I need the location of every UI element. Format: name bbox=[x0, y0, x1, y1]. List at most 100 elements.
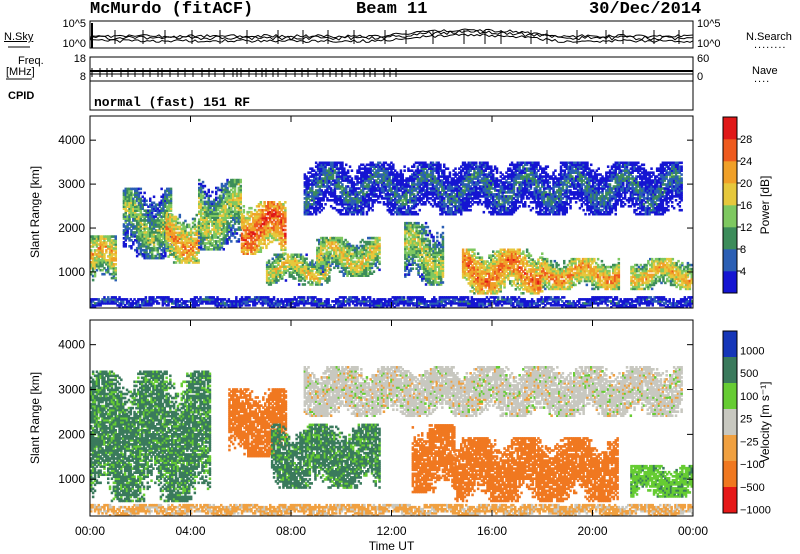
heatmap-cell bbox=[164, 199, 167, 203]
heatmap-cell bbox=[370, 252, 374, 256]
heatmap-cell bbox=[240, 246, 244, 250]
heatmap-cell bbox=[509, 270, 512, 273]
heatmap-cell bbox=[527, 280, 531, 283]
heatmap-cell bbox=[669, 267, 673, 271]
heatmap-cell bbox=[426, 239, 430, 243]
heatmap-cell bbox=[180, 239, 183, 243]
heatmap-cell bbox=[602, 277, 605, 281]
heatmap-cell bbox=[176, 233, 180, 237]
heatmap-cell bbox=[282, 261, 286, 264]
heatmap-cell bbox=[188, 225, 191, 229]
heatmap-cell bbox=[361, 272, 364, 275]
heatmap-cell bbox=[374, 264, 377, 268]
heatmap-cell bbox=[505, 258, 508, 261]
heatmap-cell bbox=[323, 252, 327, 256]
heatmap-cell bbox=[321, 266, 325, 270]
heatmap-cell bbox=[557, 273, 560, 277]
heatmap-cell bbox=[549, 269, 553, 273]
heatmap-cell bbox=[313, 277, 316, 280]
heatmap-cell bbox=[634, 277, 637, 281]
heatmap-cell bbox=[167, 227, 170, 231]
heatmap-cell bbox=[413, 235, 416, 239]
heatmap-cell bbox=[335, 256, 338, 260]
heatmap-cell bbox=[421, 241, 424, 245]
heatmap-cell bbox=[405, 251, 409, 255]
heatmap-cell bbox=[559, 271, 562, 275]
heatmap-cell bbox=[430, 271, 433, 274]
heatmap-cell bbox=[154, 207, 158, 210]
heatmap-cell bbox=[284, 216, 287, 220]
heatmap-cell bbox=[514, 250, 518, 253]
heatmap-cell bbox=[647, 275, 650, 279]
heatmap-cell bbox=[539, 272, 542, 275]
heatmap-cell bbox=[461, 266, 465, 269]
heatmap-cell bbox=[265, 236, 268, 240]
heatmap-cell bbox=[135, 254, 139, 258]
heatmap-cell bbox=[615, 285, 619, 289]
heatmap-cell bbox=[432, 237, 435, 241]
heatmap-cell bbox=[207, 214, 210, 217]
heatmap-cell bbox=[224, 240, 227, 243]
heatmap-cell bbox=[265, 216, 268, 220]
heatmap-cell bbox=[329, 236, 332, 240]
heatmap-cell bbox=[288, 255, 291, 259]
heatmap-cell bbox=[476, 272, 480, 275]
heatmap-cell bbox=[150, 256, 154, 260]
heatmap-cell bbox=[156, 219, 160, 222]
heatmap-cell bbox=[537, 292, 540, 295]
heatmap-cell bbox=[634, 269, 637, 273]
heatmap-cell bbox=[135, 229, 139, 232]
heatmap-cell bbox=[252, 246, 255, 250]
heatmap-cell bbox=[432, 251, 435, 255]
heatmap-cell bbox=[307, 269, 310, 272]
heatmap-cell bbox=[267, 220, 270, 224]
heatmap-cell bbox=[203, 218, 207, 221]
heatmap-cell bbox=[176, 247, 180, 250]
heatmap-cell bbox=[280, 203, 283, 206]
heatmap-cell bbox=[503, 250, 506, 253]
heatmap-cell bbox=[164, 223, 167, 226]
heatmap-cell bbox=[351, 244, 355, 248]
heatmap-cell bbox=[141, 205, 144, 208]
heatmap-cell bbox=[141, 199, 144, 203]
heatmap-cell bbox=[602, 271, 605, 275]
heatmap-cell bbox=[348, 250, 351, 254]
heatmap-cell bbox=[237, 196, 241, 200]
heatmap-cell bbox=[152, 207, 156, 210]
heatmap-cell bbox=[492, 282, 495, 285]
heatmap-cell bbox=[105, 251, 108, 254]
heatmap-cell bbox=[288, 265, 291, 268]
heatmap-cell bbox=[244, 228, 247, 232]
heatmap-cell bbox=[585, 267, 589, 271]
heatmap-cell bbox=[323, 268, 327, 272]
heatmap-cell bbox=[669, 261, 673, 265]
heatmap-cell bbox=[490, 260, 493, 263]
heatmap-cell bbox=[647, 279, 650, 283]
heatmap-cell bbox=[484, 270, 487, 273]
heatmap-cell bbox=[156, 231, 160, 234]
heatmap-cell bbox=[557, 271, 560, 275]
heatmap-cell bbox=[641, 277, 644, 281]
heatmap-cell bbox=[184, 243, 187, 246]
heatmap-cell bbox=[112, 264, 116, 268]
heatmap-cell bbox=[139, 223, 143, 226]
heatmap-cell bbox=[149, 233, 152, 236]
heatmap-cell bbox=[419, 237, 422, 241]
heatmap-cell bbox=[409, 227, 413, 231]
heatmap-cell bbox=[218, 224, 222, 227]
heatmap-cell bbox=[270, 220, 274, 224]
heatmap-cell bbox=[544, 257, 547, 261]
heatmap-cell bbox=[404, 273, 407, 276]
heatmap-cell bbox=[421, 227, 424, 231]
heatmap-cell bbox=[591, 277, 594, 281]
heatmap-cell bbox=[669, 263, 673, 267]
heatmap-cell bbox=[367, 268, 370, 272]
heatmap-cell bbox=[348, 244, 351, 248]
heatmap-cell bbox=[180, 233, 183, 237]
heatmap-cell bbox=[198, 204, 201, 208]
heatmap-cell bbox=[367, 272, 370, 275]
heatmap-cell bbox=[158, 203, 161, 206]
heatmap-cell bbox=[203, 242, 207, 245]
heatmap-cell bbox=[338, 240, 342, 244]
heatmap-cell bbox=[124, 225, 127, 228]
